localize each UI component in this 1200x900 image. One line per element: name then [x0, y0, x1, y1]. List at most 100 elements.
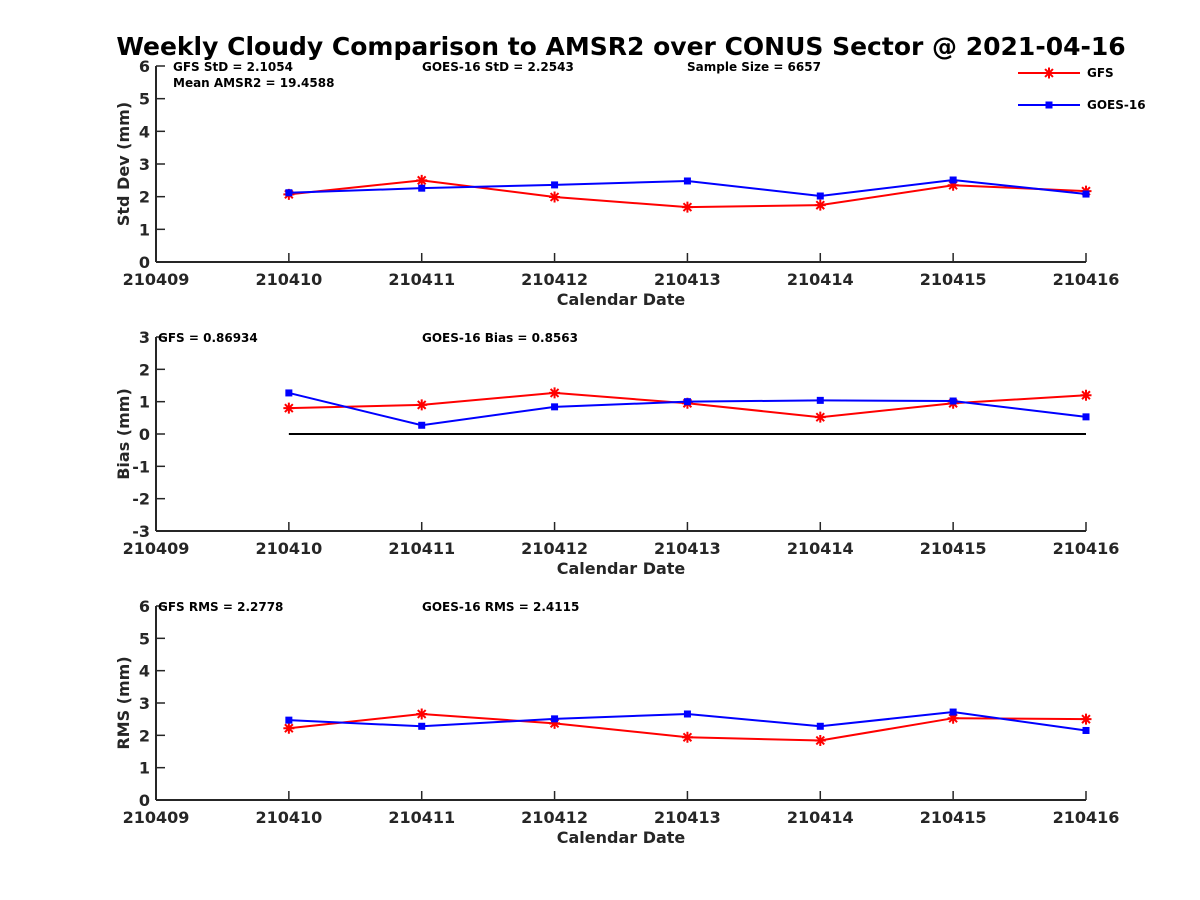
stat-annotation: GFS = 0.86934: [158, 331, 258, 345]
x-tick-label: 210409: [123, 808, 190, 827]
stat-annotation: Sample Size = 6657: [687, 60, 821, 74]
data-point-goes-16: [683, 177, 691, 185]
x-tick-label: 210416: [1053, 270, 1120, 289]
data-point-gfs: [947, 712, 959, 724]
x-tick-label: 210410: [255, 270, 322, 289]
x-tick-label: 210412: [521, 808, 588, 827]
y-tick-label: 3: [139, 694, 150, 713]
data-point-gfs-glyph: [1080, 713, 1092, 725]
data-point-gfs: [1080, 389, 1092, 401]
data-point-gfs-glyph: [814, 411, 826, 423]
stat-annotation: GFS RMS = 2.2778: [158, 600, 283, 614]
data-point-gfs-glyph: [283, 402, 295, 414]
x-tick-label: 210411: [388, 539, 455, 558]
data-point-gfs: [416, 399, 428, 411]
data-point-goes-16: [418, 722, 426, 730]
legend-marker-glyph: [1043, 67, 1055, 79]
data-point-gfs: [1080, 713, 1092, 725]
data-point-gfs: [283, 402, 295, 414]
x-tick-label: 210413: [654, 808, 721, 827]
y-tick-label: -1: [132, 457, 150, 476]
y-tick-label: 0: [139, 791, 150, 810]
data-point-gfs: [416, 708, 428, 720]
y-tick-label: -2: [132, 490, 150, 509]
x-tick-label: 210415: [920, 270, 987, 289]
y-tick-label: 6: [139, 597, 150, 616]
data-point-gfs: [814, 199, 826, 211]
x-tick-label: 210416: [1053, 808, 1120, 827]
data-point-goes-16: [285, 389, 293, 397]
y-tick-label: 6: [139, 57, 150, 76]
x-tick-label: 210415: [920, 539, 987, 558]
y-tick-label: 0: [139, 253, 150, 272]
legend-label: GFS: [1087, 66, 1114, 80]
legend-item-goes-16: GOES-16: [1018, 98, 1146, 112]
legend-label: GOES-16: [1087, 98, 1146, 112]
x-tick-label: 210412: [521, 270, 588, 289]
x-tick-label: 210413: [654, 270, 721, 289]
series-goes-16: [285, 176, 1090, 200]
x-tick-label: 210412: [521, 539, 588, 558]
x-tick-label: 210409: [123, 270, 190, 289]
stat-annotation: GOES-16 StD = 2.2543: [422, 60, 574, 74]
data-point-gfs-glyph: [549, 387, 561, 399]
x-tick-label: 210414: [787, 270, 854, 289]
x-tick-label: 210414: [787, 539, 854, 558]
data-point-gfs: [814, 411, 826, 423]
data-point-gfs-glyph: [814, 735, 826, 747]
data-point-gfs-glyph: [283, 722, 295, 734]
data-point-goes-16: [418, 184, 426, 192]
data-point-gfs-glyph: [947, 179, 959, 191]
y-tick-label: 4: [139, 662, 150, 681]
data-point-gfs-glyph: [416, 174, 428, 186]
stat-annotation: Mean AMSR2 = 19.4588: [173, 76, 334, 90]
data-point-gfs-glyph: [1080, 389, 1092, 401]
data-point-goes-16: [949, 397, 957, 405]
x-axis-label: Calendar Date: [557, 559, 686, 578]
stat-annotation: GOES-16 RMS = 2.4115: [422, 600, 579, 614]
data-point-goes-16: [1082, 413, 1090, 421]
y-tick-label: 0: [139, 425, 150, 444]
y-tick-label: 3: [139, 328, 150, 347]
x-tick-label: 210415: [920, 808, 987, 827]
x-tick-label: 210410: [255, 539, 322, 558]
y-tick-label: 2: [139, 188, 150, 207]
x-axis-label: Calendar Date: [557, 828, 686, 847]
y-tick-label: 1: [139, 393, 150, 412]
data-point-gfs: [549, 387, 561, 399]
y-tick-label: 5: [139, 90, 150, 109]
x-tick-label: 210414: [787, 808, 854, 827]
data-point-goes-16: [816, 722, 824, 730]
data-point-gfs: [947, 179, 959, 191]
data-point-gfs: [814, 735, 826, 747]
y-tick-label: 2: [139, 726, 150, 745]
data-point-gfs: [549, 191, 561, 203]
series-gfs: [283, 708, 1092, 747]
data-point-goes-16: [683, 710, 691, 718]
y-tick-label: 2: [139, 360, 150, 379]
data-point-goes-16: [1082, 726, 1090, 734]
data-point-gfs: [549, 717, 561, 729]
y-tick-label: 1: [139, 220, 150, 239]
data-point-gfs-glyph: [681, 201, 693, 213]
y-axis-label: Std Dev (mm): [114, 102, 133, 226]
stat-annotation: GOES-16 Bias = 0.8563: [422, 331, 578, 345]
y-tick-label: 1: [139, 759, 150, 778]
y-tick-label: 3: [139, 155, 150, 174]
data-point-gfs-glyph: [681, 731, 693, 743]
data-point-gfs-glyph: [416, 399, 428, 411]
x-tick-label: 210413: [654, 539, 721, 558]
series-goes-16: [285, 708, 1090, 734]
data-point-goes-16: [816, 396, 824, 404]
chart-title: Weekly Cloudy Comparison to AMSR2 over C…: [116, 32, 1125, 61]
data-point-goes-16: [285, 716, 293, 724]
x-tick-label: 210409: [123, 539, 190, 558]
x-tick-label: 210410: [255, 808, 322, 827]
legend: GFS GOES-16: [1018, 66, 1146, 112]
legend-marker: [1043, 67, 1055, 79]
x-tick-label: 210416: [1053, 539, 1120, 558]
y-axis-label: RMS (mm): [114, 656, 133, 749]
data-point-goes-16: [551, 403, 559, 411]
